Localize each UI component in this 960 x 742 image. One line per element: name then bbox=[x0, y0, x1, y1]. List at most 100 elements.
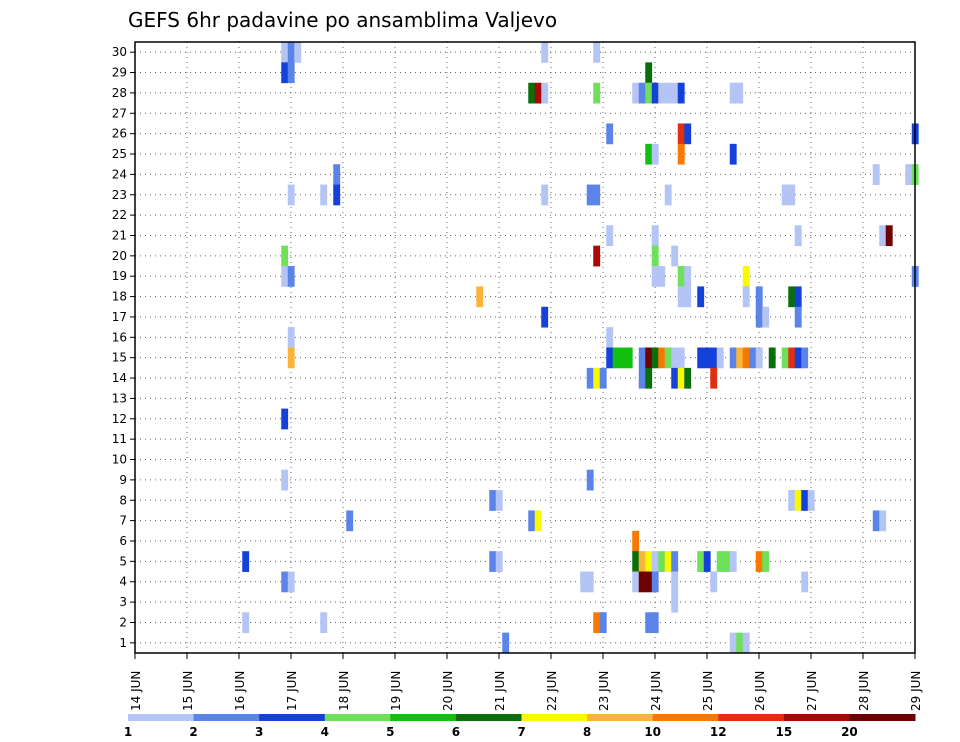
y-tick-label: 19 bbox=[112, 269, 127, 283]
precip-cell bbox=[287, 347, 295, 369]
legend-level-label: 6 bbox=[452, 725, 460, 739]
precip-cell bbox=[762, 551, 770, 572]
precip-cell bbox=[697, 551, 705, 572]
y-tick-label: 27 bbox=[112, 106, 127, 120]
precip-cell bbox=[755, 551, 763, 572]
precip-cell bbox=[664, 184, 672, 206]
precip-cell bbox=[651, 266, 659, 287]
precip-cell bbox=[651, 612, 659, 634]
precip-cell bbox=[489, 490, 497, 511]
precip-cell bbox=[788, 184, 796, 206]
precip-cell bbox=[658, 82, 666, 104]
precip-cell bbox=[885, 225, 893, 247]
precip-cell bbox=[788, 286, 796, 308]
precip-cell bbox=[632, 82, 640, 104]
precip-cell bbox=[651, 551, 659, 572]
precip-cell bbox=[645, 62, 653, 84]
precip-cell bbox=[495, 551, 503, 572]
precip-cell bbox=[638, 367, 646, 389]
y-tick-label: 15 bbox=[112, 351, 127, 365]
precip-cell bbox=[619, 347, 627, 369]
y-tick-label: 10 bbox=[112, 453, 127, 467]
precip-cell bbox=[593, 612, 601, 634]
precip-cell bbox=[664, 82, 672, 104]
precip-cell bbox=[872, 510, 880, 532]
precip-cell bbox=[664, 347, 672, 369]
precip-cell bbox=[638, 82, 646, 104]
legend-level-label: 3 bbox=[255, 725, 263, 739]
precip-cell bbox=[645, 143, 653, 165]
precip-cell bbox=[729, 551, 737, 572]
precip-cell bbox=[320, 612, 328, 634]
precip-cell bbox=[684, 286, 692, 308]
legend-swatch bbox=[652, 714, 719, 721]
y-tick-label: 20 bbox=[112, 249, 127, 263]
precip-cell bbox=[606, 225, 614, 247]
precip-cell bbox=[599, 367, 607, 389]
y-axis: 1234567891011121314151617181920212223242… bbox=[112, 45, 135, 650]
legend-level-label: 1 bbox=[124, 725, 132, 739]
precip-cell bbox=[755, 347, 763, 369]
precip-cell bbox=[710, 367, 718, 389]
y-tick-label: 21 bbox=[112, 228, 127, 242]
legend-swatch bbox=[587, 714, 654, 721]
legend-swatch bbox=[455, 714, 522, 721]
precip-cell bbox=[593, 184, 601, 206]
y-tick-label: 16 bbox=[112, 330, 127, 344]
precip-cell bbox=[703, 551, 711, 572]
precip-cell bbox=[287, 327, 295, 348]
chart-title: GEFS 6hr padavine po ansamblima Valjevo bbox=[128, 8, 557, 32]
precip-cell bbox=[287, 184, 295, 206]
precip-cell bbox=[287, 62, 295, 84]
y-tick-label: 22 bbox=[112, 208, 127, 222]
x-tick-label: 21 JUN bbox=[493, 671, 507, 711]
x-tick-label: 18 JUN bbox=[337, 671, 351, 711]
precip-cell bbox=[658, 551, 666, 572]
precip-cell bbox=[287, 266, 295, 287]
precip-cell bbox=[651, 225, 659, 247]
precip-cell bbox=[281, 408, 289, 430]
legend-swatch bbox=[390, 714, 457, 721]
x-axis: 14 JUN 15 JUN 16 JUN 17 JUN 18 JUN 19 JUN 20 J… bbox=[129, 653, 923, 711]
y-tick-label: 9 bbox=[119, 473, 127, 487]
precip-cell bbox=[645, 82, 653, 104]
precip-cell bbox=[242, 551, 250, 572]
precip-cell bbox=[593, 42, 601, 63]
precip-cell bbox=[755, 286, 763, 308]
precip-cell bbox=[638, 551, 646, 572]
x-tick-label: 16 JUN bbox=[233, 671, 247, 711]
legend-swatch bbox=[783, 714, 850, 721]
precip-cell bbox=[729, 347, 737, 369]
y-tick-label: 6 bbox=[119, 534, 127, 548]
precip-cell bbox=[762, 306, 770, 328]
precip-cell bbox=[781, 184, 789, 206]
precip-cell bbox=[281, 469, 289, 491]
legend-swatch bbox=[259, 714, 326, 721]
precip-cell bbox=[677, 347, 685, 369]
y-tick-label: 23 bbox=[112, 188, 127, 202]
y-tick-label: 11 bbox=[112, 432, 127, 446]
precip-cell bbox=[541, 306, 549, 328]
y-tick-label: 5 bbox=[119, 554, 127, 568]
precip-cell bbox=[872, 164, 880, 185]
precip-cell bbox=[287, 571, 295, 593]
precip-cell bbox=[651, 571, 659, 593]
y-tick-label: 17 bbox=[112, 310, 127, 324]
precip-cell bbox=[703, 347, 711, 369]
precip-cell bbox=[242, 612, 250, 634]
y-tick-label: 12 bbox=[112, 412, 127, 426]
y-tick-label: 14 bbox=[112, 371, 127, 385]
x-tick-label: 25 JUN bbox=[701, 671, 715, 711]
legend-swatch bbox=[521, 714, 588, 721]
x-tick-label: 15 JUN bbox=[181, 671, 195, 711]
precip-cell bbox=[723, 551, 731, 572]
x-tick-label: 19 JUN bbox=[389, 671, 403, 711]
x-tick-label: 27 JUN bbox=[805, 671, 819, 711]
precip-cell bbox=[749, 347, 757, 369]
precip-cell bbox=[606, 347, 614, 369]
y-tick-label: 8 bbox=[119, 493, 127, 507]
precip-cell bbox=[905, 164, 913, 185]
precip-cell bbox=[671, 367, 679, 389]
precip-cell bbox=[729, 143, 737, 165]
